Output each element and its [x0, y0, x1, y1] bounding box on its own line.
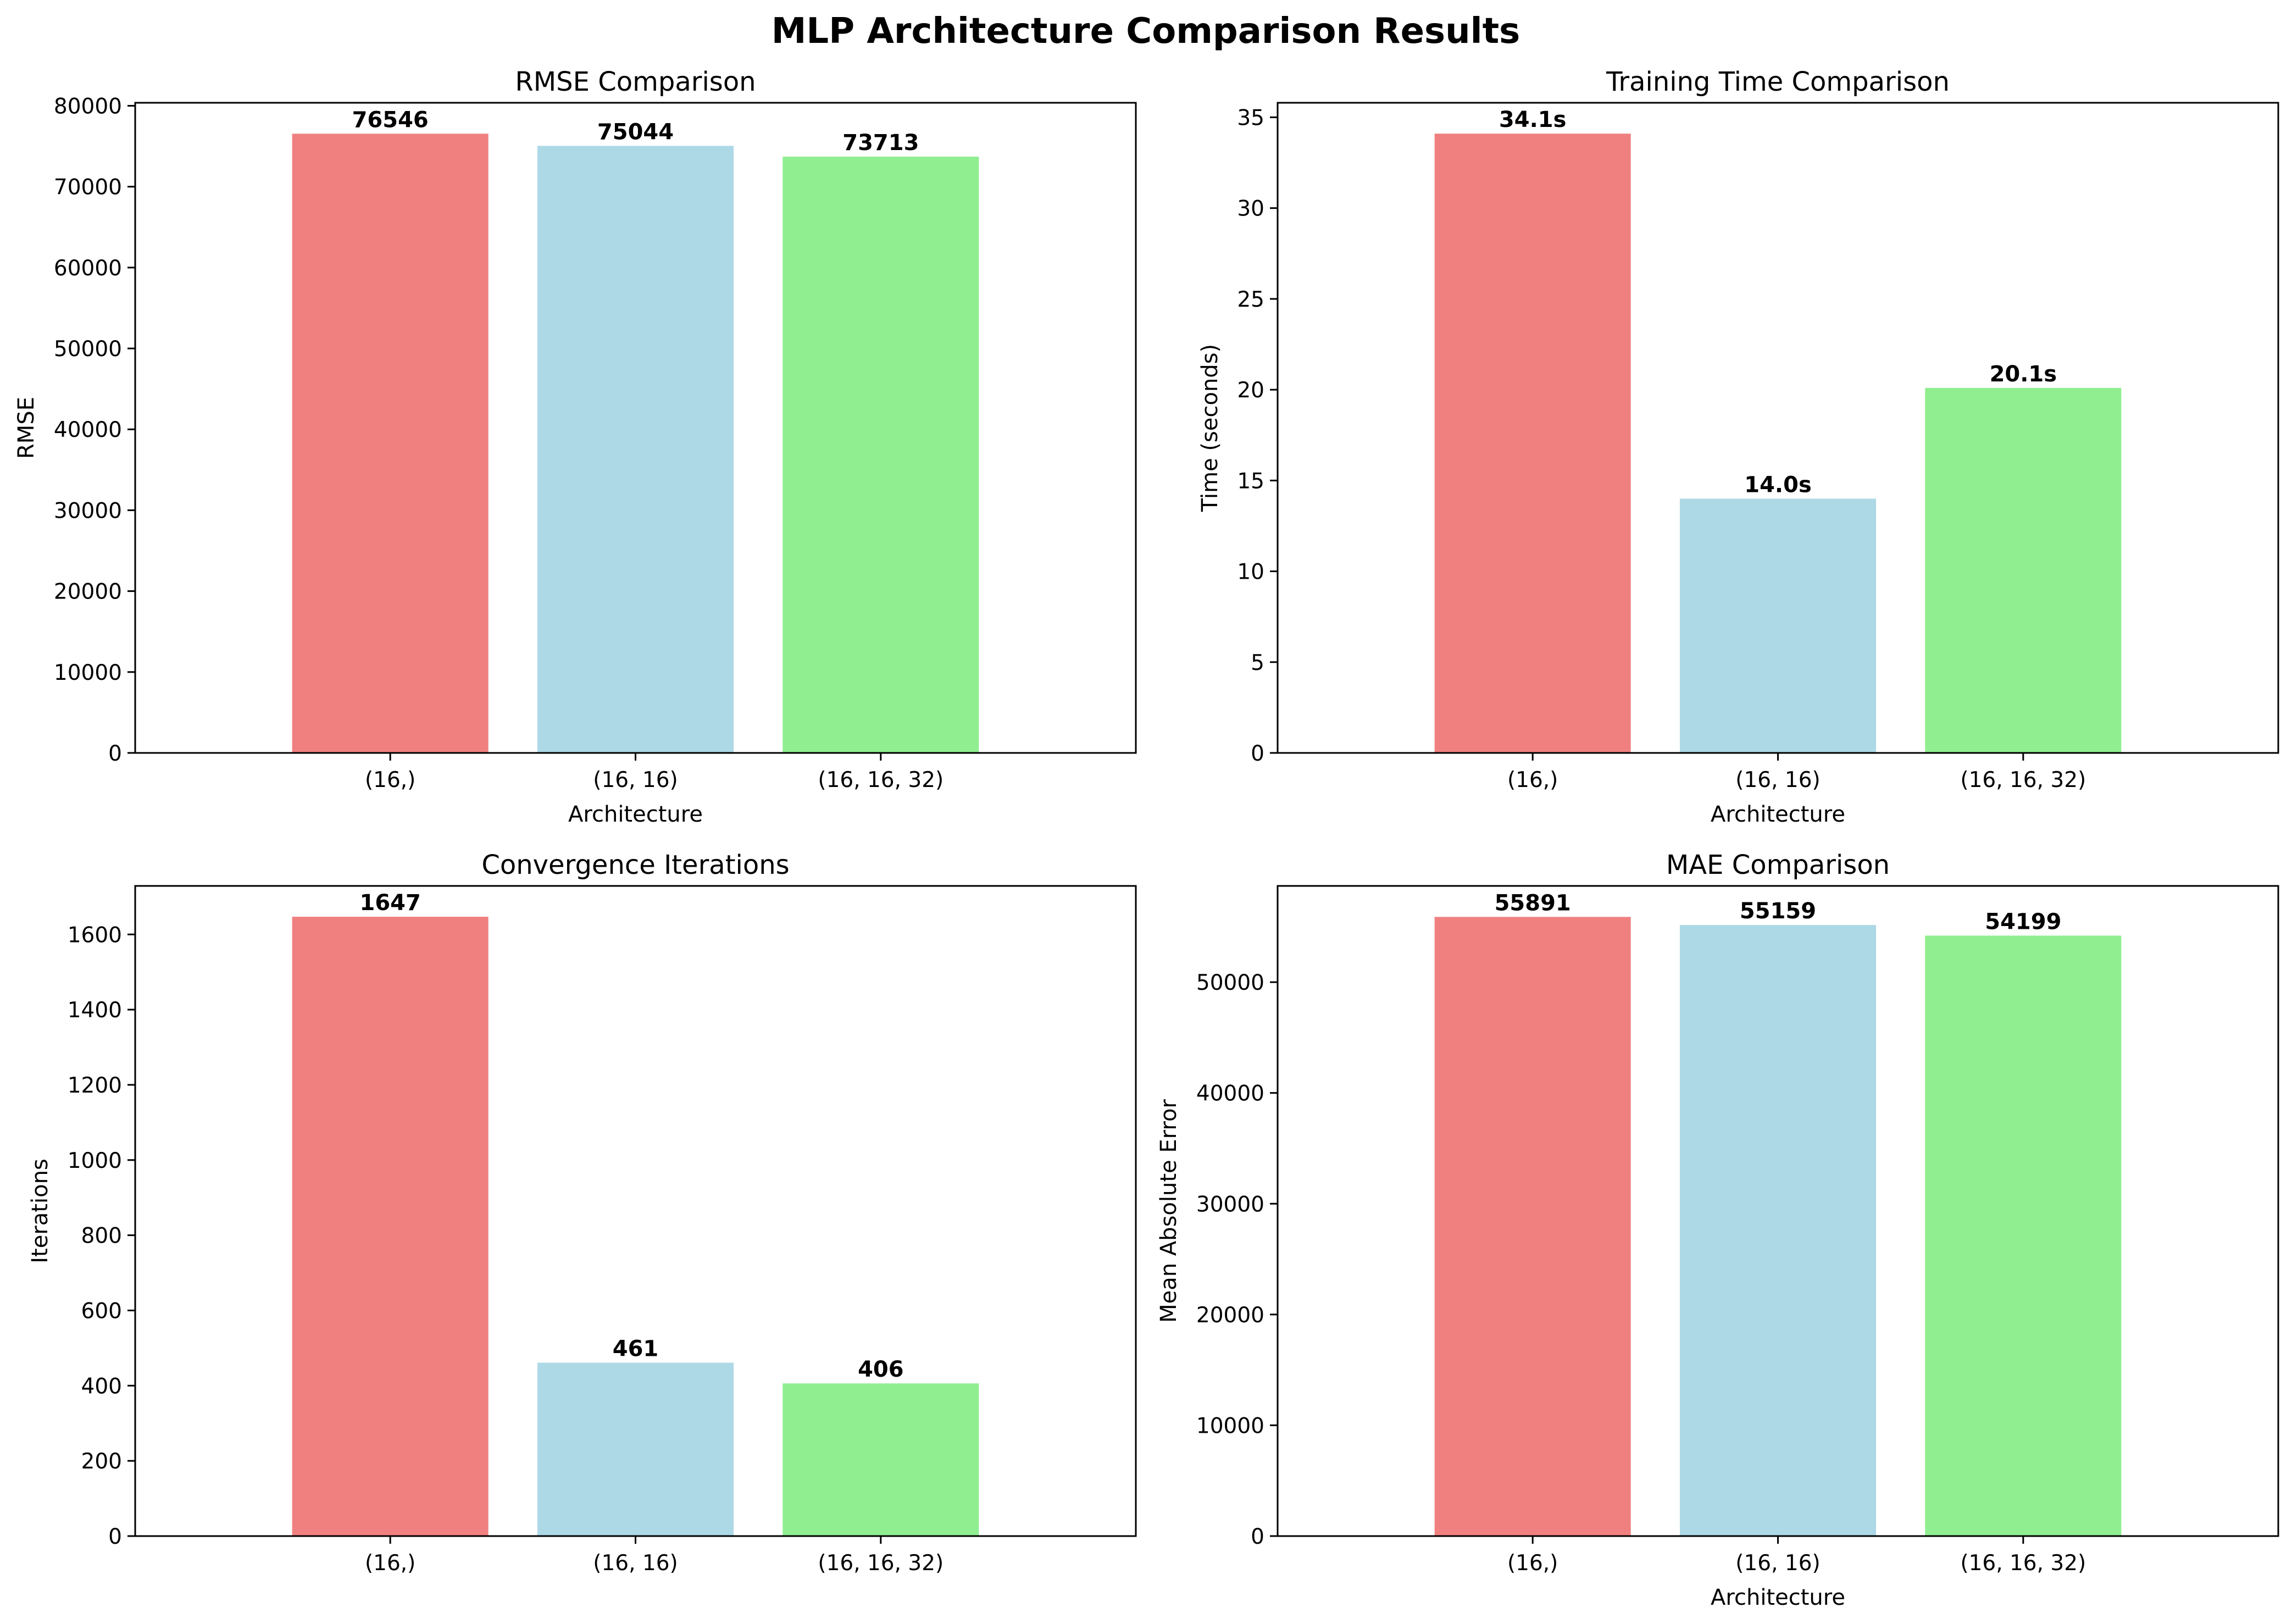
- x-tick-label: (16, 16): [1735, 768, 1820, 792]
- data-label-3: 73713: [842, 130, 919, 156]
- subplot-title: MAE Comparison: [1666, 850, 1890, 880]
- y-tick-label: 20: [1237, 378, 1264, 403]
- data-label-3: 406: [858, 1357, 904, 1382]
- y-tick-label: 50000: [1196, 971, 1264, 995]
- chart-panel-4: 55891 55159 54199 0 10000 20000 30000 40000 5000…: [1156, 850, 2279, 1610]
- y-tick-label: 80000: [54, 94, 122, 119]
- x-tick-label: (16, 16): [1735, 1551, 1820, 1576]
- y-tick-label: 30: [1237, 197, 1264, 221]
- x-tick-label: (16,): [1507, 768, 1558, 792]
- subplot-title: Training Time Comparison: [1606, 66, 1950, 97]
- data-label-3: 20.1s: [1990, 362, 2057, 387]
- y-tick-label: 20000: [54, 580, 122, 605]
- data-label-1: 76546: [352, 107, 429, 132]
- data-label-2: 55159: [1740, 899, 1816, 924]
- y-axis-label: RMSE: [14, 397, 39, 459]
- data-label-2: 461: [613, 1337, 659, 1362]
- y-tick-label: 1200: [68, 1073, 122, 1098]
- y-tick-label: 0: [1251, 741, 1264, 766]
- y-tick-label: 70000: [54, 175, 122, 200]
- y-tick-label: 15: [1237, 469, 1264, 494]
- bar-2: [1679, 925, 1877, 1536]
- y-tick-label: 35: [1237, 106, 1264, 130]
- y-tick-label: 1000: [68, 1149, 122, 1173]
- x-axis-label: Architecture: [1711, 802, 1845, 827]
- bar-3: [783, 157, 979, 753]
- data-label-1: 55891: [1495, 890, 1571, 916]
- y-axis-label: Mean Absolute Error: [1156, 1099, 1181, 1323]
- x-tick-label: (16,): [365, 1551, 415, 1576]
- y-tick-label: 0: [108, 1525, 122, 1549]
- y-tick-label: 40000: [54, 418, 122, 442]
- bar-1: [292, 134, 489, 753]
- y-tick-label: 30000: [54, 498, 122, 523]
- y-tick-label: 30000: [1196, 1192, 1264, 1217]
- data-label-1: 34.1s: [1499, 107, 1567, 132]
- y-tick-label: 10000: [54, 661, 122, 685]
- x-tick-label: (16,): [1507, 1551, 1558, 1576]
- y-tick-label: 0: [1251, 1525, 1264, 1549]
- x-tick-label: (16, 16, 32): [1960, 768, 2086, 792]
- subplot-title: RMSE Comparison: [515, 66, 756, 97]
- bar-2: [537, 1362, 734, 1536]
- data-label-2: 14.0s: [1744, 472, 1812, 497]
- data-label-2: 75044: [597, 119, 674, 145]
- bar-2: [537, 146, 734, 753]
- x-tick-label: (16, 16): [593, 768, 678, 792]
- bar-1: [292, 917, 489, 1536]
- x-tick-label: (16, 16, 32): [818, 768, 944, 792]
- figure-suptitle: MLP Architecture Comparison Results: [772, 11, 1520, 52]
- y-tick-label: 20000: [1196, 1303, 1264, 1328]
- y-tick-label: 10000: [1196, 1414, 1264, 1438]
- x-tick-label: (16, 16, 32): [818, 1551, 944, 1576]
- y-tick-label: 10: [1237, 560, 1264, 585]
- y-tick-label: 800: [81, 1224, 122, 1249]
- y-tick-label: 200: [81, 1449, 122, 1474]
- subplot-title: Convergence Iterations: [481, 850, 789, 880]
- x-tick-label: (16, 16, 32): [1960, 1551, 2086, 1576]
- chart-panel-3: 1647 461 406 0 200 400 600 800 1000 1200 1400 1600 (…: [27, 850, 1137, 1576]
- bar-1: [1434, 134, 1631, 753]
- x-axis-label: Architecture: [1711, 1585, 1845, 1610]
- bar-3: [1925, 387, 2122, 753]
- data-label-3: 54199: [1985, 909, 2061, 934]
- y-tick-label: 600: [81, 1299, 122, 1323]
- y-tick-label: 40000: [1196, 1082, 1264, 1106]
- x-axis-label: Architecture: [568, 802, 703, 827]
- chart-panel-2: 34.1s 14.0s 20.1s 0 5 10 15 20 25 30 35 (16,) (16, 1…: [1197, 66, 2279, 827]
- y-axis-label: Iterations: [27, 1159, 53, 1263]
- y-tick-label: 25: [1237, 287, 1264, 312]
- y-tick-label: 1600: [68, 923, 122, 947]
- y-tick-label: 5: [1251, 651, 1264, 675]
- data-label-1: 1647: [360, 890, 421, 916]
- bar-1: [1434, 917, 1631, 1536]
- bar-3: [1925, 935, 2122, 1536]
- y-tick-label: 60000: [54, 256, 122, 281]
- y-tick-label: 1400: [68, 998, 122, 1023]
- bar-3: [783, 1383, 979, 1536]
- y-axis-label: Time (seconds): [1197, 344, 1223, 512]
- y-tick-label: 400: [81, 1374, 122, 1399]
- y-tick-label: 50000: [54, 337, 122, 362]
- y-tick-label: 0: [108, 741, 122, 766]
- chart-grid: 76546 75044 737130100002000030000400005000…: [14, 66, 2279, 1610]
- x-tick-label: (16, 16): [593, 1551, 678, 1576]
- bar-2: [1679, 498, 1877, 753]
- x-tick-label: (16,): [365, 768, 415, 792]
- chart-panel-1: 76546 75044 73713 0 10000 20000 30000 40000 5000…: [14, 66, 1137, 827]
